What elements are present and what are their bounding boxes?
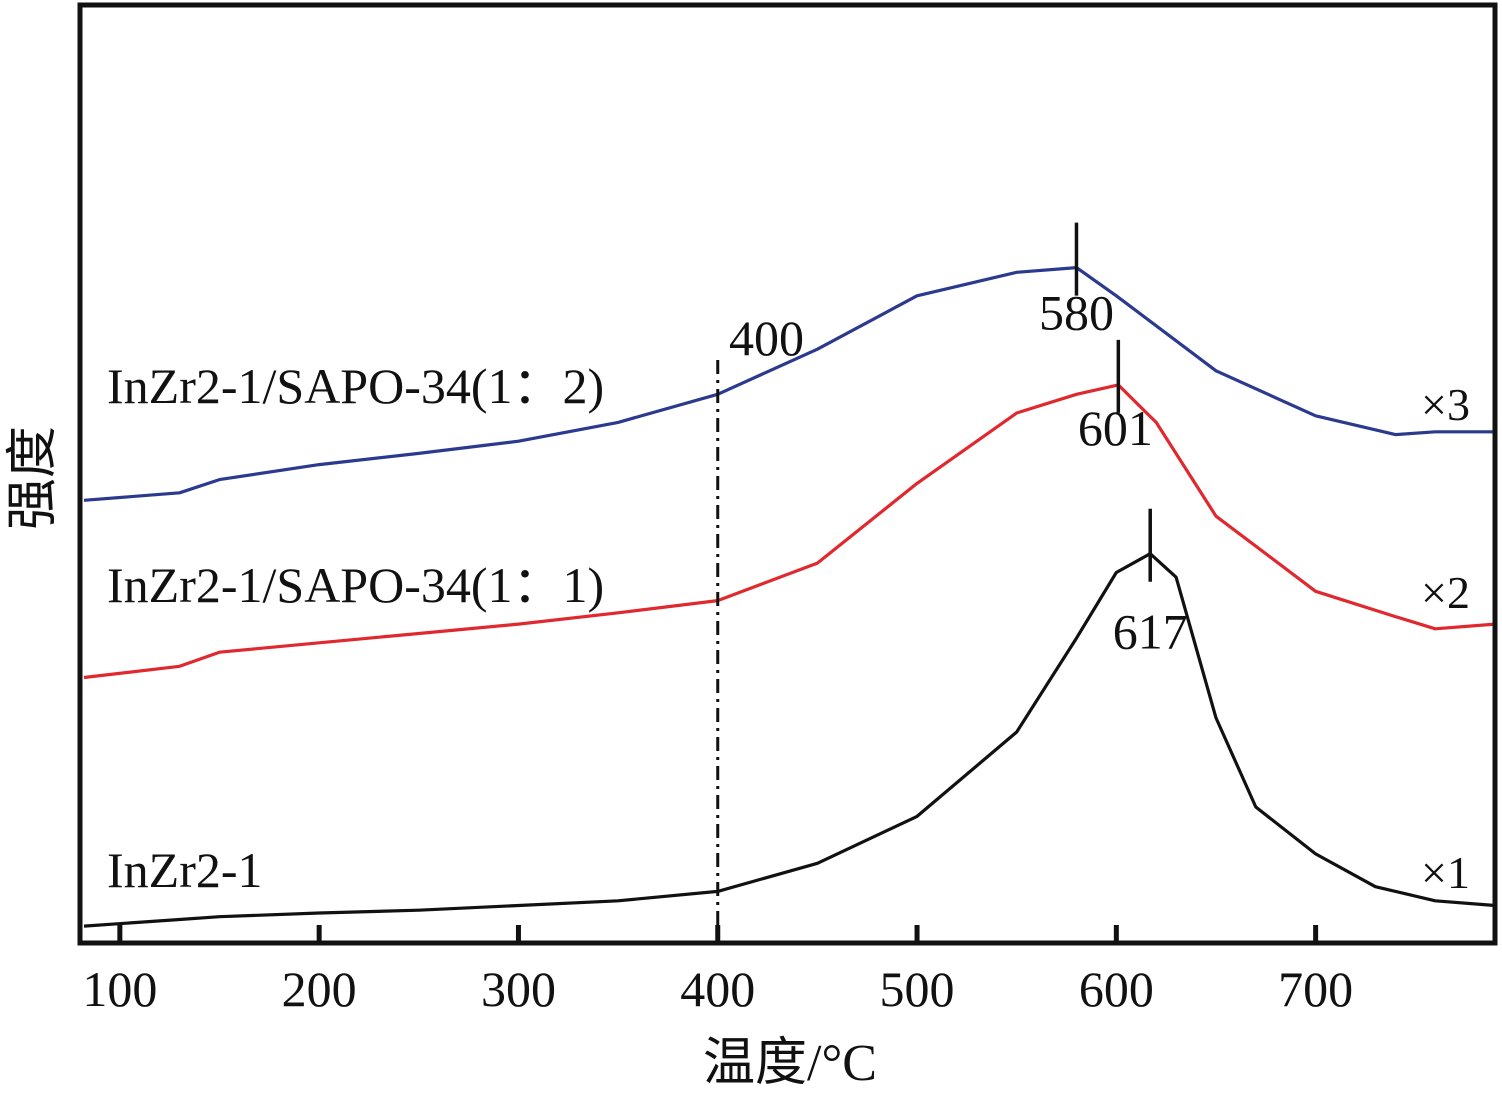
peak-markers: 580 601 617 <box>1039 222 1188 660</box>
series-layer <box>83 266 1496 928</box>
x-tick-label-500: 500 <box>880 961 955 1017</box>
plot-frame <box>77 2 1498 946</box>
reference-line-label: 400 <box>729 310 804 366</box>
x-tick-label-300: 300 <box>481 961 556 1017</box>
series-line-2 <box>83 383 1496 680</box>
x-tick-label-700: 700 <box>1278 961 1353 1017</box>
peak-label-580: 580 <box>1039 285 1114 341</box>
series-line-1 <box>83 266 1495 502</box>
series-labels: InZr2-1/SAPO-34(1：2) ×3 InZr2-1/SAPO-34(1：… <box>107 358 1470 898</box>
x-tick-label-200: 200 <box>282 961 357 1017</box>
x-tick-label-600: 600 <box>1079 961 1154 1017</box>
x-tick-label-100: 100 <box>82 961 157 1017</box>
x-axis-ticks: 100 200 300 400 500 600 700 <box>82 925 1353 1017</box>
series-label-3: InZr2-1 <box>107 842 263 898</box>
multiplier-label-3: ×1 <box>1421 847 1470 898</box>
x-axis-title: 温度/°C <box>703 1035 877 1092</box>
peak-label-601: 601 <box>1078 400 1153 456</box>
multiplier-label-2: ×2 <box>1421 567 1470 618</box>
multiplier-label-1: ×3 <box>1421 379 1470 430</box>
x-tick-label-400: 400 <box>680 961 755 1017</box>
series-label-2: InZr2-1/SAPO-34(1：1) <box>107 557 604 613</box>
y-axis-title: 强度 <box>5 426 62 530</box>
series-line-3 <box>83 552 1496 928</box>
peak-label-617: 617 <box>1113 604 1188 660</box>
series-label-1: InZr2-1/SAPO-34(1：2) <box>107 358 604 414</box>
